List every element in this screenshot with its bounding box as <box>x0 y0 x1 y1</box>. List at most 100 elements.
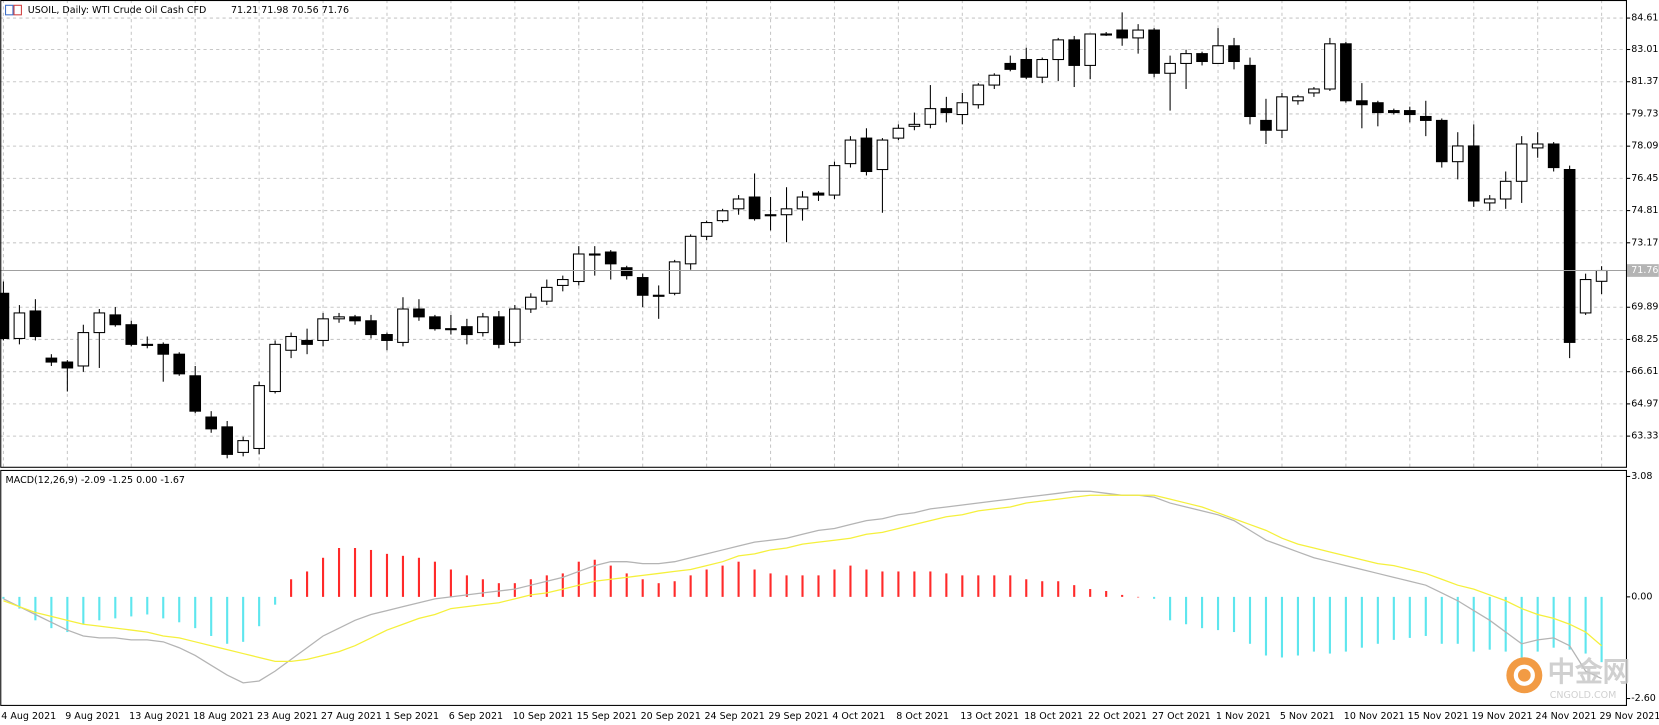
histogram-bar <box>34 596 37 621</box>
histogram-bar <box>258 596 261 627</box>
candle-body <box>588 253 601 256</box>
histogram-bar <box>673 581 676 597</box>
candle-body <box>61 361 74 369</box>
histogram-bar <box>641 579 644 597</box>
histogram-bar <box>242 596 245 642</box>
candle-body <box>812 192 825 196</box>
candle-body <box>1148 29 1160 74</box>
candle-body <box>1388 110 1400 114</box>
y-tick-label: 3.08 <box>1631 471 1652 482</box>
y-tick-label: 78.09 <box>1631 141 1658 152</box>
y-tick-label: 81.37 <box>1631 76 1658 87</box>
x-tick-label: 15 Sep 2021 <box>577 711 637 722</box>
x-tick-label: 10 Sep 2021 <box>513 711 573 722</box>
y-tick-label: 0.00 <box>1631 591 1652 602</box>
candle-body <box>876 139 889 171</box>
histogram-bar <box>737 561 740 597</box>
histogram-bar <box>194 596 197 629</box>
histogram-bar <box>929 571 932 597</box>
mark-layer <box>0 12 1627 684</box>
histogram-bar <box>146 596 149 615</box>
candle-body <box>157 343 170 355</box>
watermark-domain: CNGOLD.COM <box>1550 690 1617 701</box>
histogram-bar <box>18 596 21 609</box>
histogram-bar <box>1424 596 1427 636</box>
candle-body <box>1324 43 1336 90</box>
histogram-bar <box>817 575 820 597</box>
histogram-bar <box>1584 596 1587 654</box>
x-tick-label: 29 Nov 2021 <box>1599 711 1659 722</box>
chart-title: USOIL, Daily: WTI Crude Oil Cash CFD <box>28 5 207 16</box>
candle-body <box>365 320 377 336</box>
histogram-bar <box>1408 596 1411 638</box>
histogram-bar <box>1280 596 1284 658</box>
candle-body <box>429 316 441 330</box>
icon-part <box>13 4 22 16</box>
ohlc-label: 71.21 71.98 70.56 71.76 <box>231 5 349 16</box>
histogram-bar <box>545 575 548 597</box>
histogram-bar <box>945 573 948 597</box>
candle-body <box>1308 88 1320 94</box>
histogram-bar <box>1296 596 1300 656</box>
candle-body <box>700 222 713 237</box>
y-tick-label: 68.25 <box>1631 334 1658 345</box>
candle-body <box>381 334 393 341</box>
histogram-bar <box>1137 596 1140 598</box>
histogram-bar <box>769 573 772 597</box>
candle-body <box>1356 100 1368 106</box>
x-tick-label: 4 Oct 2021 <box>832 711 885 722</box>
candle-body <box>77 332 90 367</box>
candle-body <box>572 253 585 283</box>
indicator-line <box>3 490 1602 684</box>
watermark-name: 中金网 <box>1548 656 1630 688</box>
candle-body <box>1164 62 1176 74</box>
histogram-bar <box>1328 596 1331 654</box>
candle-body <box>1483 198 1496 204</box>
histogram-bar <box>1600 596 1603 663</box>
histogram-bar <box>1200 596 1204 629</box>
histogram-bar <box>1041 581 1044 597</box>
x-tick-label: 13 Oct 2021 <box>960 711 1019 722</box>
candle-body <box>1084 33 1097 66</box>
candle-body <box>1100 33 1112 36</box>
histogram-bar <box>130 596 133 617</box>
candle-body <box>413 308 425 318</box>
candle-body <box>1132 29 1144 39</box>
histogram-bar <box>114 596 117 619</box>
x-tick-label: 24 Sep 2021 <box>705 711 765 722</box>
indicator-line <box>3 494 1603 663</box>
histogram-bar <box>801 575 804 597</box>
histogram-bar <box>337 548 341 597</box>
histogram-bar <box>513 583 516 597</box>
y-tick-label: 63.33 <box>1631 431 1658 442</box>
histogram-bar <box>274 596 277 605</box>
histogram-bar <box>961 575 964 597</box>
candle-body <box>540 286 553 302</box>
histogram-bar <box>1552 596 1555 648</box>
candle-body <box>0 292 10 340</box>
histogram-bar <box>178 596 181 623</box>
candle-body <box>237 440 249 453</box>
histogram-bar <box>66 596 69 633</box>
x-tick-label: 29 Sep 2021 <box>768 711 828 722</box>
y-tick-label: 73.17 <box>1631 237 1658 248</box>
x-tick-label: 6 Sep 2021 <box>449 711 503 722</box>
histogram-bar <box>401 555 405 597</box>
candle-body <box>844 139 857 165</box>
candle-body <box>780 208 793 216</box>
histogram-bar <box>1169 596 1172 621</box>
x-tick-label: 27 Oct 2021 <box>1152 711 1211 722</box>
watermark-logo <box>1506 657 1543 694</box>
candle-body <box>1068 39 1081 66</box>
histogram-bar <box>1312 596 1315 652</box>
x-tick-label: 1 Nov 2021 <box>1216 711 1271 722</box>
watermark: 中金网 CNGOLD.COM <box>1506 656 1630 701</box>
candle-body <box>556 279 569 286</box>
y-tick-label: 76.45 <box>1631 173 1658 184</box>
y-tick-label: 69.89 <box>1631 302 1658 313</box>
candle-body <box>253 385 265 450</box>
candle-body <box>1595 269 1608 282</box>
candle-body <box>269 343 281 393</box>
y-tick-label: 74.81 <box>1631 205 1658 216</box>
histogram-bar <box>1216 596 1220 631</box>
